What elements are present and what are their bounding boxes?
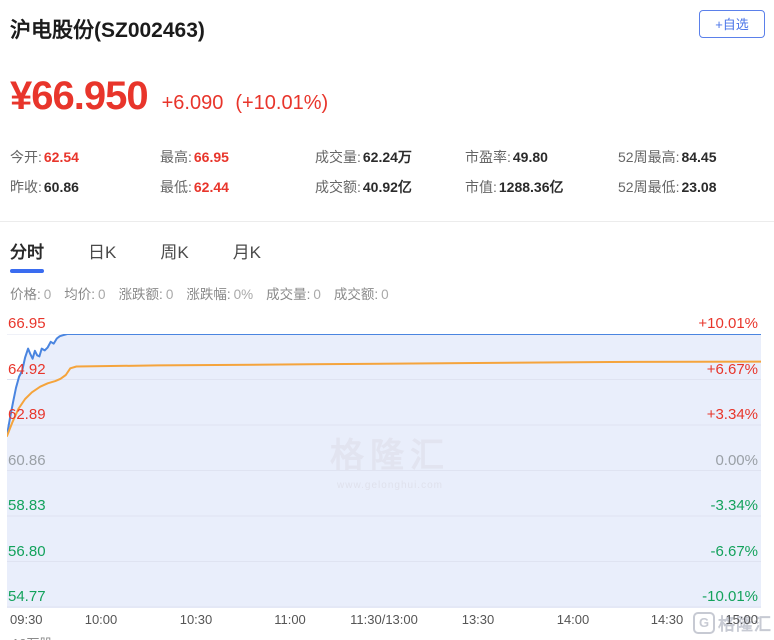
stat-value: 23.08 [681,179,717,195]
tab-日K[interactable]: 日K [88,243,117,262]
gelonghui-logo-icon: G [693,611,715,634]
x-axis-time-label: 10:00 [84,612,118,627]
stat-label: 昨收: [10,179,42,195]
stat-value: 60.86 [43,179,79,195]
tab-周K[interactable]: 周K [160,243,189,262]
add-watchlist-button[interactable]: +自选 [699,10,765,38]
stat-label: 最高: [160,149,192,165]
price-row: ¥66.950 +6.090 (+10.01%) [10,74,328,120]
x-axis-time-label: 14:30 [650,612,684,627]
summary-label: 均价: [64,287,96,302]
gelonghui-logo-text: 格隆汇 [718,615,772,634]
y-axis-price-label: 56.80 [8,543,46,560]
stat-value: 84.45 [681,149,717,165]
x-axis-time-label: 14:00 [556,612,590,627]
stat-label: 成交量: [315,149,361,165]
summary-label: 涨跌幅: [186,287,231,302]
intraday-chart[interactable]: 格隆汇 www.gelonghui.com 10万股 G 格隆汇 66.95+1… [0,300,774,640]
price-line [7,334,761,436]
x-axis-time-label: 10:30 [179,612,213,627]
intraday-chart-plot[interactable] [7,334,761,609]
y-axis-percent-label: 0.00% [715,452,758,469]
summary-item: 涨跌幅: 0% [186,283,253,303]
price-change: +6.090 [161,92,224,114]
y-axis-percent-label: -6.67% [710,543,758,560]
summary-item: 涨跌额: 0 [119,283,174,303]
stat-item: 最低: 62.44 [160,172,315,202]
summary-value: 0 [381,287,389,302]
y-axis-price-label: 54.77 [8,588,46,605]
summary-item: 价格: 0 [10,283,51,303]
current-price: ¥66.950 [10,74,149,118]
summary-label: 涨跌额: [118,287,163,302]
stat-label: 成交额: [315,179,361,195]
summary-item: 成交额: 0 [334,283,389,303]
stat-value: 62.24万 [362,149,412,165]
summary-value: 0 [313,287,321,302]
stat-value: 62.44 [193,179,229,195]
x-axis-time-label: 13:30 [461,612,495,627]
summary-value: 0 [98,287,106,302]
summary-label: 价格: [10,287,41,302]
stat-label: 52周最低: [618,179,680,195]
summary-value: 0 [43,287,52,302]
stat-item: 昨收: 60.86 [10,172,160,202]
summary-label: 成交量: [266,287,311,302]
summary-item: 成交量: 0 [266,283,321,303]
tab-月K[interactable]: 月K [232,243,262,262]
page-title: 沪电股份(SZ002463) [10,19,205,42]
avg-line [7,360,761,437]
volume-axis-label: 10万股 [12,633,52,640]
x-axis-time-label: 11:00 [274,612,306,627]
stat-label: 52周最高: [618,149,680,165]
stat-value: 62.54 [43,149,79,165]
stat-item: 成交量: 62.24万 [315,142,465,172]
y-axis-percent-label: -3.34% [710,497,758,514]
price-change-percent: (+10.01%) [235,92,329,114]
y-axis-price-label: 62.89 [8,406,46,423]
stat-label: 市盈率: [465,149,511,165]
y-axis-price-label: 64.92 [8,361,46,378]
y-axis-price-label: 60.86 [8,452,46,469]
stat-value: 1288.36亿 [498,179,564,195]
x-axis-time-label: 15:00 [725,612,758,627]
stat-label: 市值: [465,179,497,195]
stat-label: 今开: [10,149,42,165]
stat-item: 成交额: 40.92亿 [315,172,465,202]
crosshair-summary-bar: 价格: 0 均价: 0 涨跌额: 0 涨跌幅: 0% 成交量: 0 成交额: 0 [10,283,389,303]
stat-item: 市值: 1288.36亿 [465,172,618,202]
y-axis-percent-label: -10.01% [702,588,758,605]
stat-item: 最高: 66.95 [160,142,315,172]
stat-label: 最低: [160,179,192,195]
gelonghui-logo: G 格隆汇 [693,610,772,635]
summary-value: 0 [165,287,174,302]
y-axis-price-label: 58.83 [8,497,46,514]
stat-value: 66.95 [193,149,229,165]
stat-item: 今开: 62.54 [10,142,160,172]
stat-value: 49.80 [512,149,548,165]
stat-item: 52周最高: 84.45 [618,142,770,172]
summary-item: 均价: 0 [64,283,105,303]
summary-label: 成交额: [333,287,379,302]
tab-分时[interactable]: 分时 [10,238,44,273]
x-axis-time-label: 09:30 [10,612,43,627]
stat-item: 市盈率: 49.80 [465,142,618,172]
y-axis-price-label: 66.95 [8,315,46,332]
stats-grid: 今开: 62.54 最高: 66.95 成交量: 62.24万 市盈率: 49.80 5… [10,142,770,202]
divider [0,221,774,222]
y-axis-percent-label: +10.01% [698,315,758,332]
x-axis-time-label: 11:30/13:00 [350,612,418,627]
chart-period-tabs: 分时 日K 周K 月K [10,238,261,273]
y-axis-percent-label: +6.67% [706,361,758,378]
y-axis-percent-label: +3.34% [706,406,758,423]
stat-value: 40.92亿 [362,179,412,195]
stat-item: 52周最低: 23.08 [618,172,770,202]
summary-value: 0% [233,287,254,302]
